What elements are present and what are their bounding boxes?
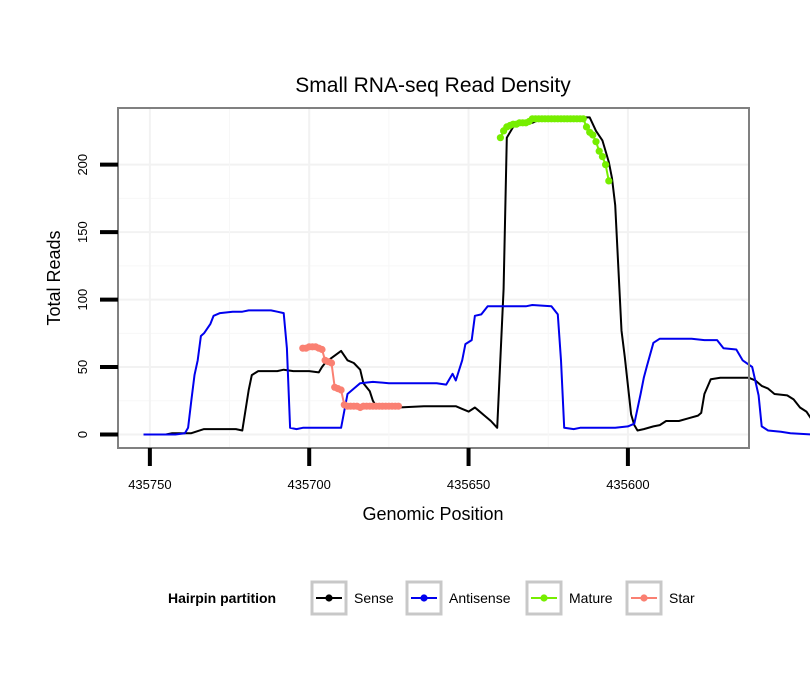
y-tick-label: 200 [75,154,90,176]
x-tick-label: 435700 [288,477,331,492]
star-point [318,346,325,353]
x-tick-label: 435600 [606,477,649,492]
y-tick-label: 100 [75,289,90,311]
mature-point [599,153,606,160]
legend: Hairpin partition Sense Antisense Mature St… [168,582,695,614]
legend-entry-mature: Mature [527,582,613,614]
star-point [338,386,345,393]
star-point [395,403,402,410]
legend-entry-antisense: Antisense [407,582,511,614]
plot-panel [118,108,749,448]
legend-key-point [540,594,547,601]
mature-point [605,177,612,184]
legend-label-star: Star [669,590,695,606]
star-point [328,359,335,366]
chart-title: Small RNA-seq Read Density [295,74,571,97]
legend-entry-star: Star [627,582,695,614]
y-tick-label: 150 [75,221,90,243]
legend-key-point [325,594,332,601]
legend-label-antisense: Antisense [449,590,511,606]
legend-label-sense: Sense [354,590,394,606]
legend-entry-sense: Sense [312,582,394,614]
mature-point [589,131,596,138]
y-axis-label: Total Reads [44,230,64,325]
x-tick-label: 435650 [447,477,490,492]
x-axis-label: Genomic Position [362,504,503,524]
mature-point [602,161,609,168]
legend-key-point [420,594,427,601]
y-tick-label: 0 [75,431,90,438]
legend-label-mature: Mature [569,590,613,606]
y-tick-label: 50 [75,360,90,374]
legend-key-point [640,594,647,601]
mature-point [580,115,587,122]
mature-point [592,138,599,145]
mature-point [497,134,504,141]
legend-title: Hairpin partition [168,590,276,606]
x-tick-label: 435750 [128,477,171,492]
